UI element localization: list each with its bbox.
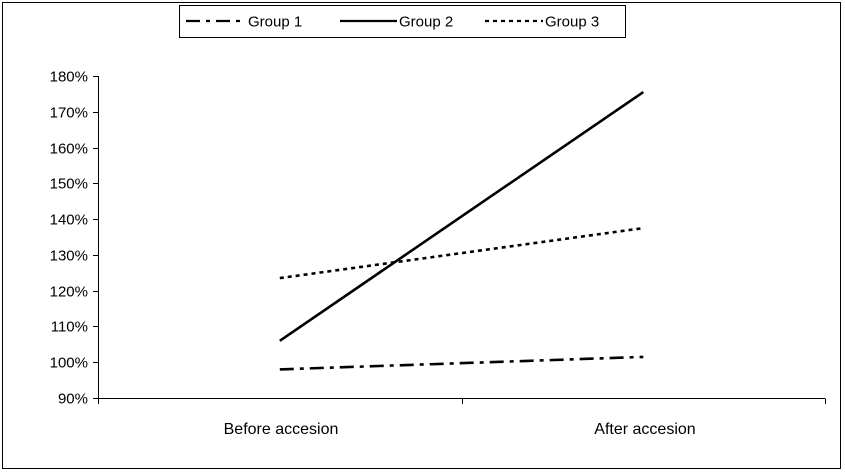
y-tick-label: 180% [50, 69, 88, 86]
y-tick-label: 140% [50, 212, 88, 229]
series-line-group-2 [279, 91, 645, 342]
y-tick-label: 90% [58, 391, 88, 408]
legend-box [179, 5, 626, 38]
y-tick-label: 110% [51, 319, 88, 336]
x-axis-ticks [98, 398, 826, 404]
plot-area [279, 91, 645, 371]
y-tick-label: 130% [50, 248, 88, 265]
series-line-group-3 [279, 226, 644, 280]
y-axis-ticks: 90% 100% 110% 120% 130% 140% 150% 160% 170% 180% [50, 69, 99, 408]
y-tick-label: 150% [50, 176, 88, 193]
x-category-label-after: After accesion [594, 421, 695, 438]
y-tick-label: 100% [50, 355, 88, 372]
legend-label-group-2: Group 2 [399, 14, 453, 31]
y-tick-label: 120% [50, 284, 88, 301]
series-line-group-1 [279, 355, 644, 371]
legend-label-group-1: Group 1 [248, 14, 302, 31]
y-tick-label: 160% [50, 141, 88, 158]
x-category-label-before: Before accesion [224, 421, 339, 438]
legend-label-group-3: Group 3 [545, 14, 599, 31]
y-tick-label: 170% [50, 105, 88, 122]
legend: Group 1 Group 2 Group 3 [179, 5, 626, 38]
